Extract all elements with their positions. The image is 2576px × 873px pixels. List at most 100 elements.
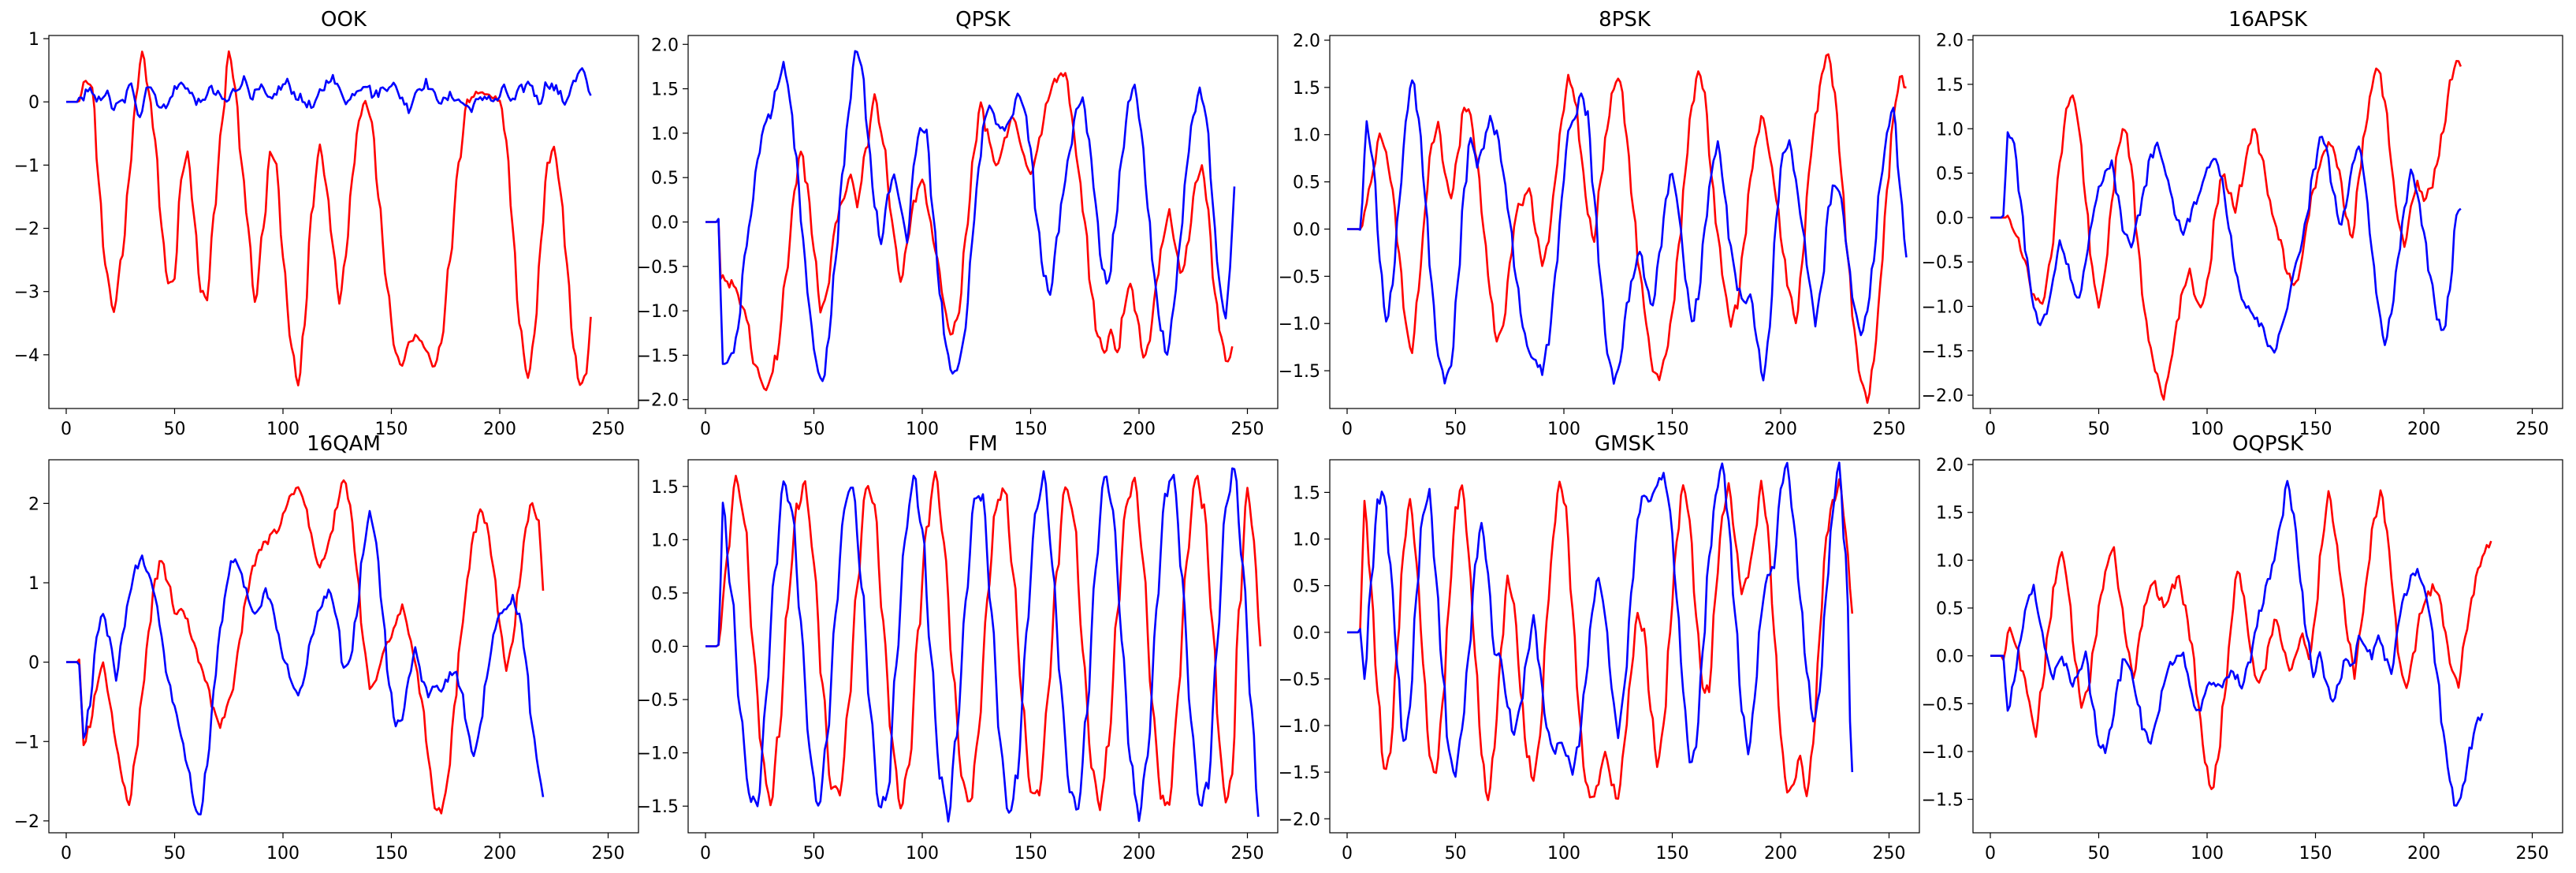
chart-panel-gmsk: GMSK 0 50 100 150 200 250 1.5 1.0 0.5 0.0 −0.5 −1.0 −…	[1279, 432, 1920, 864]
y-tick-label: 2.0	[651, 35, 679, 55]
x-tick-label: 250	[1231, 420, 1264, 439]
x-tick-label: 50	[803, 844, 825, 864]
x-tick-label: 50	[1445, 420, 1467, 439]
x-tick-label: 200	[1764, 420, 1797, 439]
x-tick-label: 0	[1342, 420, 1353, 439]
series-line-red	[1347, 53, 1907, 404]
chart-panel-oqpsk: OQPSK 0 50 100 150 200 250 2.0 1.5 1.0 0.5 0.0 −0.5 −…	[1922, 432, 2563, 864]
x-tick-label: 0	[1985, 420, 1996, 439]
chart-panel-ook: OOK 0 50 100 150 200 250 1 0 −1 −2 −3 −4	[14, 8, 639, 439]
x-tick-label: 200	[1764, 844, 1797, 864]
y-tick-label: 0.5	[1936, 599, 1964, 619]
series-line-red	[66, 479, 545, 815]
y-tick-label: −2.0	[1279, 810, 1320, 830]
y-tick-label: −1	[14, 733, 39, 752]
y-tick-label: 0.0	[1293, 220, 1320, 240]
series-line-red	[66, 50, 592, 386]
x-tick-label: 50	[164, 844, 186, 864]
chart-panel-fm: FM 0 50 100 150 200 250 1.5 1.0 0.5 0.0 −0.5 −1.0 −1.…	[637, 432, 1279, 864]
x-tick-label: 250	[592, 844, 625, 864]
x-tick-label: 100	[1547, 844, 1580, 864]
chart-title: 8PSK	[1599, 8, 1651, 32]
y-tick-label: 1.5	[651, 80, 679, 100]
y-tick-label: 0.5	[651, 584, 679, 604]
y-tick-label: 0.0	[651, 214, 679, 233]
x-tick-label: 250	[592, 420, 625, 439]
chart-panel-8psk: 8PSK 0 50 100 150 200 250 2.0 1.5 1.0 0.5 0.0 −0.5 −1…	[1279, 8, 1920, 439]
series-line-red	[1990, 489, 2492, 790]
x-tick-label: 200	[2407, 844, 2440, 864]
y-tick-label: −0.5	[1279, 670, 1320, 690]
y-tick-label: 0.0	[651, 638, 679, 658]
x-tick-label: 150	[2299, 844, 2332, 864]
y-tick-label: −4	[14, 346, 39, 366]
y-tick-label: 1.5	[1936, 76, 1964, 95]
y-tick-label: −0.5	[1922, 253, 1964, 273]
y-tick-label: −1	[14, 156, 39, 176]
y-tick-label: −2	[14, 220, 39, 240]
axes-frame	[687, 35, 1279, 409]
series-line-blue	[66, 67, 592, 118]
y-tick-label: −0.5	[637, 691, 679, 711]
y-tick-label: −0.5	[1279, 267, 1320, 287]
x-tick-label: 0	[1985, 844, 1996, 864]
series-line-blue	[1990, 479, 2484, 807]
series-line-red	[1990, 60, 2462, 401]
chart-title: GMSK	[1595, 432, 1655, 456]
y-tick-label: −1.5	[637, 346, 679, 366]
y-tick-label: 1.5	[1293, 483, 1320, 503]
y-tick-label: 1.0	[1293, 531, 1320, 550]
y-tick-label: 2.0	[1936, 456, 1964, 476]
x-tick-label: 150	[1656, 844, 1689, 864]
y-tick-label: 0.5	[1293, 577, 1320, 597]
chart-title: 16APSK	[2228, 8, 2308, 32]
chart-title: FM	[968, 432, 997, 456]
y-tick-label: 0.0	[1936, 209, 1964, 229]
x-tick-label: 0	[700, 844, 711, 864]
x-tick-label: 50	[2088, 844, 2110, 864]
x-tick-label: 100	[266, 844, 300, 864]
chart-title: OOK	[321, 8, 367, 32]
y-tick-label: 2	[28, 494, 39, 514]
y-tick-label: 1.5	[651, 478, 679, 498]
x-tick-label: 50	[164, 420, 186, 439]
series-line-blue	[1990, 131, 2462, 354]
series-line-blue	[705, 50, 1236, 382]
series-line-blue	[705, 467, 1260, 823]
y-tick-label: 0	[28, 93, 39, 113]
x-tick-label: 250	[2516, 420, 2549, 439]
x-tick-label: 250	[2516, 844, 2549, 864]
x-tick-label: 150	[375, 420, 408, 439]
x-tick-label: 100	[2191, 844, 2224, 864]
chart-title: QPSK	[955, 8, 1011, 32]
y-tick-label: 0.5	[1293, 173, 1320, 193]
x-tick-label: 150	[375, 844, 408, 864]
x-tick-label: 0	[1342, 844, 1353, 864]
series-line-red	[705, 72, 1234, 391]
x-tick-label: 0	[61, 420, 72, 439]
series-line-blue	[1347, 79, 1908, 385]
y-tick-label: −1.0	[1279, 717, 1320, 737]
x-tick-label: 50	[2088, 420, 2110, 439]
axes-frame	[1329, 35, 1920, 409]
y-tick-label: 1.5	[1293, 79, 1320, 99]
x-tick-label: 250	[1873, 844, 1906, 864]
y-tick-label: −0.5	[637, 258, 679, 278]
y-tick-label: −2.0	[1922, 386, 1964, 406]
y-tick-label: −1.5	[1279, 362, 1320, 382]
chart-panel-qpsk: QPSK 0 50 100 150 200 250 2.0 1.5 1.0 0.5 0.0 −0.5 −1…	[637, 8, 1279, 439]
y-tick-label: −1.0	[637, 744, 679, 764]
y-tick-label: 1.0	[651, 125, 679, 144]
y-tick-label: 0	[28, 654, 39, 673]
x-tick-label: 100	[906, 844, 939, 864]
y-tick-label: 1.5	[1936, 504, 1964, 524]
x-tick-label: 100	[266, 420, 300, 439]
y-tick-label: 0.5	[1936, 165, 1964, 185]
y-tick-label: 1	[28, 574, 39, 594]
y-tick-label: 1.0	[1936, 120, 1964, 140]
y-tick-label: 1.0	[1293, 126, 1320, 146]
x-tick-label: 100	[1547, 420, 1580, 439]
y-tick-label: −1.0	[637, 302, 679, 322]
x-tick-label: 100	[2191, 420, 2224, 439]
y-tick-label: 0.0	[1293, 624, 1320, 644]
